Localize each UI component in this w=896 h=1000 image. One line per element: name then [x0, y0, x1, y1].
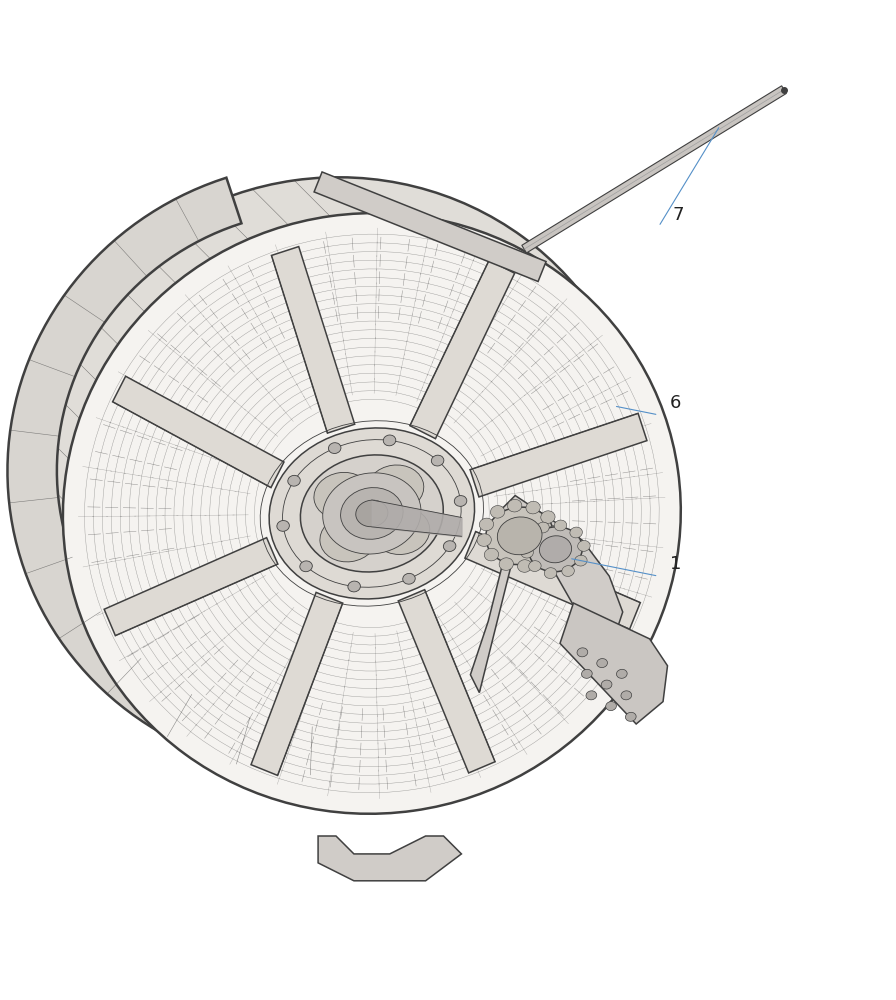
Polygon shape — [318, 836, 461, 881]
Ellipse shape — [507, 499, 521, 512]
Polygon shape — [470, 413, 647, 497]
Ellipse shape — [300, 561, 313, 572]
Ellipse shape — [541, 511, 556, 523]
Polygon shape — [398, 590, 495, 773]
Ellipse shape — [526, 501, 540, 514]
Ellipse shape — [521, 547, 533, 558]
Ellipse shape — [477, 534, 491, 546]
Ellipse shape — [578, 541, 590, 551]
Ellipse shape — [366, 465, 424, 512]
Ellipse shape — [574, 555, 587, 566]
Polygon shape — [470, 531, 524, 693]
Text: 7: 7 — [672, 206, 684, 224]
Ellipse shape — [625, 712, 636, 721]
Ellipse shape — [537, 522, 549, 533]
Ellipse shape — [277, 521, 289, 531]
Ellipse shape — [562, 566, 574, 576]
Ellipse shape — [323, 473, 421, 554]
Ellipse shape — [616, 669, 627, 678]
Ellipse shape — [348, 581, 360, 592]
Ellipse shape — [383, 435, 396, 446]
Ellipse shape — [320, 515, 377, 562]
Text: 6: 6 — [670, 394, 682, 412]
Ellipse shape — [27, 177, 645, 778]
Ellipse shape — [577, 648, 588, 657]
Polygon shape — [314, 172, 546, 282]
Ellipse shape — [570, 527, 582, 538]
Ellipse shape — [490, 506, 504, 518]
Polygon shape — [104, 538, 278, 636]
Ellipse shape — [555, 520, 567, 531]
Ellipse shape — [621, 691, 632, 700]
Ellipse shape — [535, 554, 549, 566]
Polygon shape — [521, 86, 787, 253]
Ellipse shape — [454, 496, 467, 506]
Ellipse shape — [479, 518, 494, 531]
Ellipse shape — [373, 508, 430, 554]
Ellipse shape — [300, 455, 444, 572]
Ellipse shape — [586, 691, 597, 700]
Polygon shape — [497, 496, 623, 639]
Polygon shape — [410, 260, 514, 439]
Ellipse shape — [529, 561, 541, 571]
Ellipse shape — [601, 680, 612, 689]
Polygon shape — [271, 247, 355, 433]
Ellipse shape — [486, 507, 554, 565]
Ellipse shape — [544, 568, 556, 578]
Ellipse shape — [582, 669, 592, 678]
Text: 1: 1 — [670, 555, 682, 573]
Ellipse shape — [402, 573, 415, 584]
Ellipse shape — [497, 517, 542, 555]
Polygon shape — [465, 532, 641, 629]
Polygon shape — [560, 603, 668, 724]
Ellipse shape — [529, 527, 582, 572]
Ellipse shape — [444, 541, 456, 552]
Ellipse shape — [499, 558, 513, 570]
Ellipse shape — [63, 213, 681, 814]
Ellipse shape — [546, 541, 560, 554]
Ellipse shape — [269, 428, 475, 599]
Ellipse shape — [314, 472, 371, 519]
Ellipse shape — [518, 560, 532, 572]
Polygon shape — [251, 592, 342, 775]
Ellipse shape — [431, 455, 444, 466]
Ellipse shape — [288, 475, 300, 486]
Ellipse shape — [356, 500, 388, 527]
Ellipse shape — [548, 525, 563, 538]
Polygon shape — [113, 376, 284, 488]
Polygon shape — [7, 178, 338, 775]
Ellipse shape — [340, 488, 403, 539]
Ellipse shape — [524, 533, 537, 543]
Ellipse shape — [539, 536, 572, 563]
Ellipse shape — [597, 659, 607, 668]
Ellipse shape — [329, 443, 341, 453]
Ellipse shape — [606, 702, 616, 711]
Ellipse shape — [484, 548, 498, 561]
